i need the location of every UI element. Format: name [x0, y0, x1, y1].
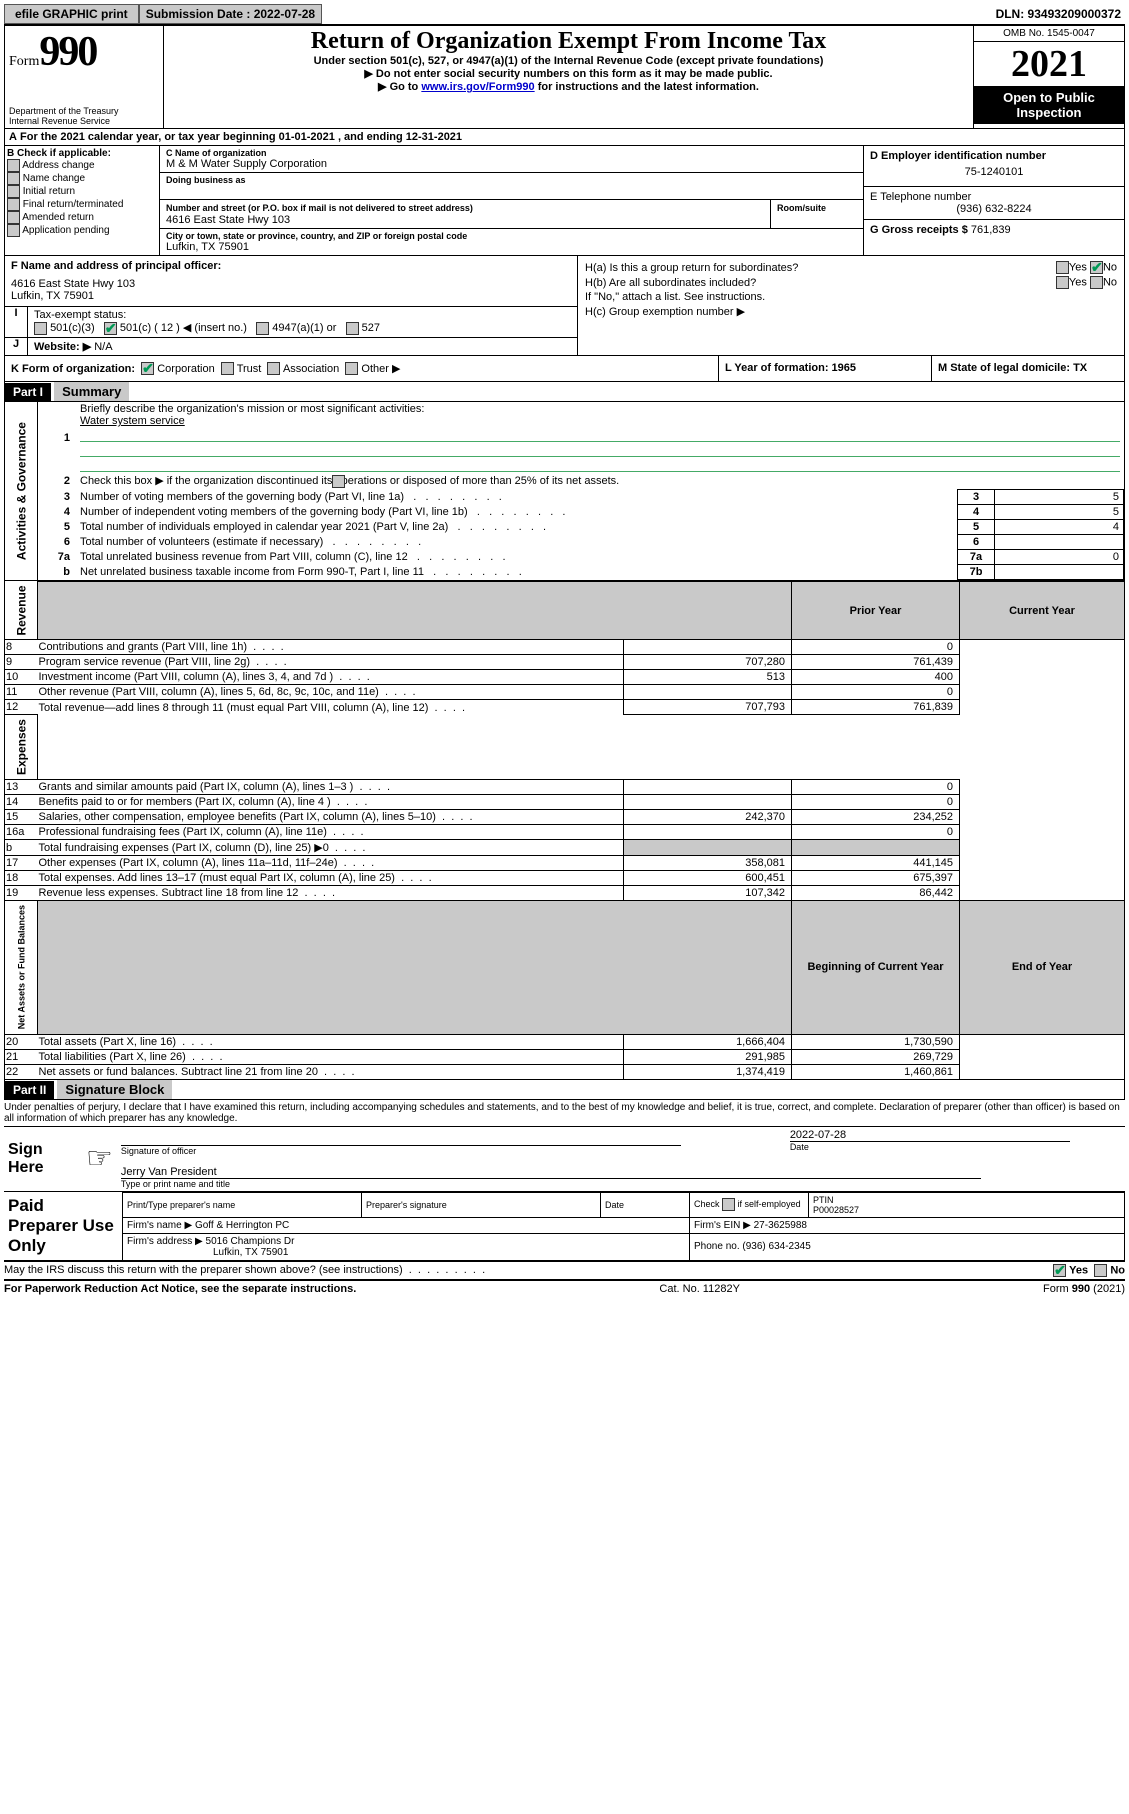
omb-number: OMB No. 1545-0047 — [974, 26, 1124, 42]
open-public-badge: Open to Public Inspection — [974, 86, 1124, 124]
vlabel-revenue: Revenue — [5, 581, 38, 640]
telephone-value: (936) 632-8224 — [870, 203, 1118, 215]
vlabel-netassets: Net Assets or Fund Balances — [5, 901, 38, 1034]
501c-checkbox — [104, 322, 117, 335]
addr-change-opt: Address change — [7, 159, 157, 172]
paperwork-notice: For Paperwork Reduction Act Notice, see … — [4, 1283, 356, 1295]
form-label: Form — [9, 54, 39, 69]
dept-label: Department of the Treasury — [9, 106, 159, 116]
discuss-yes-checkbox — [1053, 1264, 1066, 1277]
final-return-opt: Final return/terminated — [7, 198, 157, 211]
part2-header: Part II — [5, 1081, 54, 1099]
form-subtitle: Under section 501(c), 527, or 4947(a)(1)… — [168, 55, 969, 67]
part2-title: Signature Block — [57, 1080, 172, 1099]
instruction-line-1: ▶ Do not enter social security numbers o… — [168, 67, 969, 80]
identity-block: B Check if applicable: Address change Na… — [4, 146, 1125, 256]
tax-year: 2021 — [974, 42, 1124, 86]
date-label: Date — [790, 1141, 1070, 1152]
form-number: 990 — [39, 29, 96, 75]
prior-year-hdr: Prior Year — [792, 581, 960, 640]
officer-name: Jerry Van President — [121, 1166, 1121, 1178]
end-year-hdr: End of Year — [960, 901, 1125, 1034]
ha-label: H(a) Is this a group return for subordin… — [585, 262, 798, 274]
sec-f-label: F Name and address of principal officer: — [11, 260, 571, 272]
sec-k-label: K Form of organization: — [11, 363, 135, 375]
sec-m: M State of legal domicile: TX — [938, 362, 1087, 374]
ptin-value: P00028527 — [813, 1205, 859, 1215]
dln-label: DLN: 93493209000372 — [992, 5, 1125, 23]
firm-city: Lufkin, TX 75901 — [127, 1247, 288, 1258]
org-address: 4616 East State Hwy 103 — [166, 214, 764, 226]
form-title: Return of Organization Exempt From Incom… — [168, 28, 969, 55]
initial-return-opt: Initial return — [7, 185, 157, 198]
efile-button[interactable]: efile GRAPHIC print — [4, 4, 139, 24]
perjury-declaration: Under penalties of perjury, I declare th… — [4, 1100, 1125, 1126]
firm-phone: (936) 634-2345 — [742, 1241, 810, 1252]
begin-year-hdr: Beginning of Current Year — [792, 901, 960, 1034]
ein-value: 75-1240101 — [870, 162, 1118, 182]
prep-date-hdr: Date — [601, 1192, 690, 1217]
sec-j-label: Website: ▶ — [34, 341, 91, 353]
sig-officer-label: Signature of officer — [121, 1145, 681, 1156]
name-title-label: Type or print name and title — [121, 1178, 981, 1189]
paid-preparer-label: Paid Preparer Use Only — [4, 1192, 123, 1261]
prep-name-hdr: Print/Type preparer's name — [123, 1192, 362, 1217]
vlabel-expenses: Expenses — [5, 715, 38, 780]
page-footer: For Paperwork Reduction Act Notice, see … — [4, 1281, 1125, 1295]
form-header: Form990 Department of the Treasury Inter… — [4, 25, 1125, 129]
h-note: If "No," attach a list. See instructions… — [584, 290, 1118, 304]
sec-d-label: D Employer identification number — [870, 150, 1118, 162]
gross-receipts: 761,839 — [971, 224, 1011, 236]
part1-title: Summary — [54, 382, 129, 401]
website-value: N/A — [94, 341, 112, 353]
sec-b-label: B Check if applicable: — [7, 148, 157, 159]
submission-date: Submission Date : 2022-07-28 — [139, 4, 322, 24]
firm-name: Goff & Herrington PC — [195, 1220, 289, 1231]
top-bar: efile GRAPHIC print Submission Date : 20… — [4, 4, 1125, 25]
sec-e-label: E Telephone number — [870, 191, 1118, 203]
period-line: A For the 2021 calendar year, or tax yea… — [4, 129, 1125, 146]
instructions-link[interactable]: www.irs.gov/Form990 — [421, 81, 534, 93]
part1-header: Part I — [5, 383, 51, 401]
cat-no: Cat. No. 11282Y — [659, 1283, 740, 1295]
current-year-hdr: Current Year — [960, 581, 1125, 640]
irs-label: Internal Revenue Service — [9, 116, 159, 126]
hc-label: H(c) Group exemption number ▶ — [584, 304, 1118, 319]
sign-arrow-icon: ☞ — [82, 1126, 117, 1191]
sign-date: 2022-07-28 — [790, 1129, 1121, 1141]
dba-label: Doing business as — [166, 175, 857, 185]
sec-c-name-label: C Name of organization — [166, 148, 857, 158]
org-name: M & M Water Supply Corporation — [166, 158, 857, 170]
mission-text: Water system service — [80, 415, 185, 427]
discuss-question: May the IRS discuss this return with the… — [4, 1264, 403, 1277]
vlabel-governance: Activities & Governance — [5, 402, 38, 580]
form-ref: Form 990 (2021) — [1043, 1283, 1125, 1295]
line1-label: Briefly describe the organization's miss… — [80, 403, 424, 415]
name-change-opt: Name change — [7, 172, 157, 185]
sign-here-label: Sign Here — [4, 1126, 82, 1191]
app-pending-opt: Application pending — [7, 224, 157, 237]
firm-address: 5016 Champions Dr — [206, 1236, 295, 1247]
sec-g-label: G Gross receipts $ — [870, 224, 968, 236]
officer-addr1: 4616 East State Hwy 103 — [11, 278, 571, 290]
sec-l: L Year of formation: 1965 — [725, 362, 856, 374]
prep-sig-hdr: Preparer's signature — [362, 1192, 601, 1217]
hb-label: H(b) Are all subordinates included? — [585, 277, 756, 289]
officer-addr2: Lufkin, TX 75901 — [11, 290, 571, 302]
instruction-line-2: ▶ Go to www.irs.gov/Form990 for instruct… — [168, 80, 969, 93]
org-city: Lufkin, TX 75901 — [166, 241, 857, 253]
amended-return-opt: Amended return — [7, 211, 157, 224]
ha-no-checkbox — [1090, 261, 1103, 274]
firm-ein: 27-3625988 — [754, 1220, 807, 1231]
corp-checkbox — [141, 362, 154, 375]
